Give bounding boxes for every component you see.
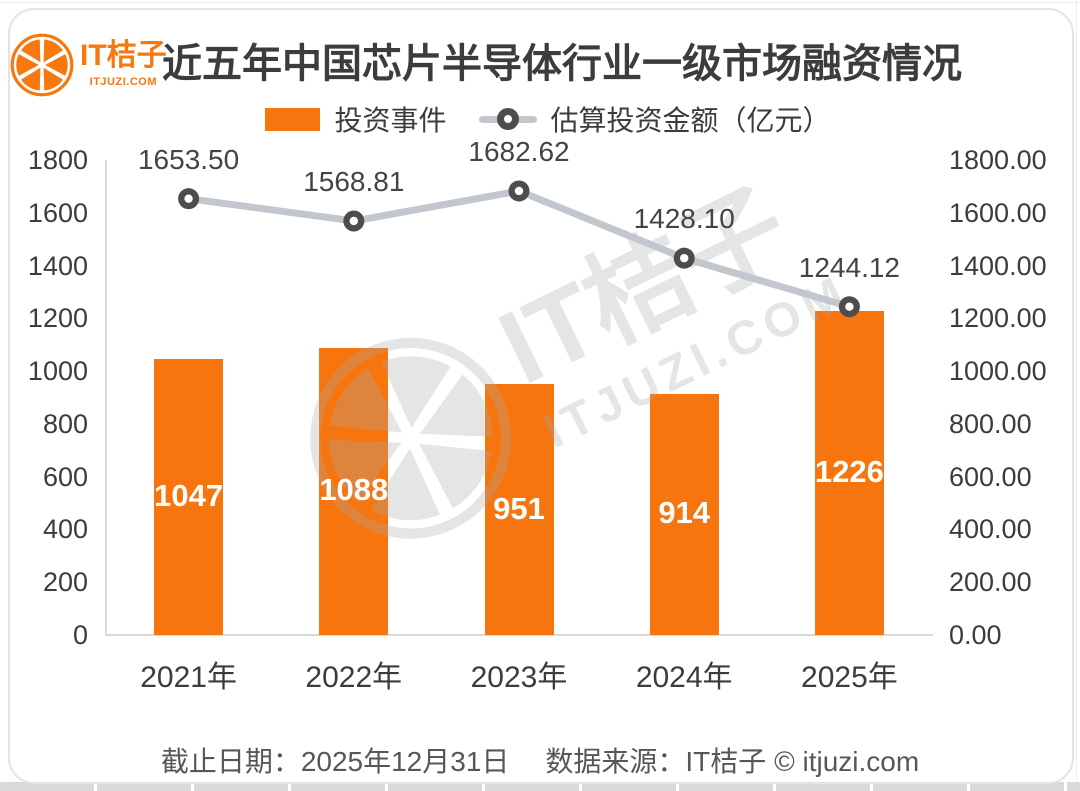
- left-axis-tick: 1000: [27, 356, 88, 387]
- brand-text-block: IT桔子 ITJUZI.COM: [80, 39, 167, 97]
- line-point-label: 1568.81: [303, 166, 405, 197]
- x-axis-category-label: 2025年: [801, 661, 898, 694]
- left-axis-tick: 1600: [27, 197, 88, 228]
- background-grid-hline: [0, 2, 1080, 3]
- bar-value-label: 1088: [319, 472, 389, 508]
- legend-bar-swatch: [265, 107, 321, 131]
- footer-cutoff-date: 截止日期：2025年12月31日: [160, 746, 510, 777]
- bar-value-label: 951: [493, 490, 545, 526]
- bar-2024年: [649, 393, 719, 635]
- bar-2021年: [154, 358, 224, 635]
- legend-line-marker-icon: [478, 115, 537, 123]
- right-axis-tick: 1200.00: [949, 303, 1047, 334]
- left-axis-tick: 600: [42, 461, 88, 492]
- line-point-label: 1244.12: [798, 251, 900, 283]
- right-axis-tick: 200.00: [949, 567, 1032, 598]
- legend-bar-label: 投资事件: [334, 105, 447, 136]
- chart-footer: 截止日期：2025年12月31日 数据来源：IT桔子 © itjuzi.com: [0, 740, 1080, 780]
- line-point-label: 1682.62: [468, 135, 570, 167]
- right-axis-tick: 1000.00: [949, 356, 1047, 387]
- itjuzi-logo: IT桔子 ITJUZI.COM: [10, 33, 167, 97]
- left-axis-tick: 1800: [27, 145, 88, 175]
- left-axis-tick: 400: [42, 514, 88, 545]
- bar-2023年: [484, 384, 554, 635]
- right-axis-tick: 1400.00: [949, 250, 1047, 281]
- brand-name: IT桔子: [80, 39, 167, 72]
- x-axis-category-label: 2022年: [305, 661, 403, 694]
- footer-data-source: 数据来源：IT桔子 © itjuzi.com: [545, 746, 920, 777]
- bar-value-label: 914: [658, 495, 711, 531]
- left-axis-tick: 800: [42, 408, 88, 439]
- x-axis-category-label: 2024年: [635, 661, 733, 694]
- bar-value-label: 1047: [154, 477, 224, 513]
- right-axis-tick: 0.00: [949, 620, 1002, 650]
- right-axis-tick: 800.00: [949, 408, 1032, 439]
- line-point-label: 1428.10: [633, 203, 735, 235]
- left-axis-tick: 1200: [27, 303, 88, 334]
- right-axis-tick: 1800.00: [949, 145, 1047, 175]
- bar-2025年: [814, 311, 884, 635]
- y-axis-line: [105, 160, 107, 636]
- left-axis-tick: 0: [72, 620, 88, 650]
- background-row-strip: [0, 782, 1080, 791]
- right-axis-tick: 600.00: [949, 461, 1032, 492]
- bar-value-label: 1226: [814, 454, 884, 490]
- background-grid-vline: [1076, 0, 1077, 791]
- tangerine-icon: [10, 33, 74, 97]
- bar-2022年: [319, 347, 389, 635]
- page-title: 近五年中国芯片半导体行业一级市场融资情况: [162, 42, 962, 86]
- x-axis-category-label: 2023年: [470, 661, 568, 694]
- line-point-label: 1653.50: [137, 143, 240, 175]
- left-axis-tick: 1400: [27, 250, 88, 281]
- x-axis-category-label: 2021年: [140, 661, 237, 694]
- chart-legend: 投资事件 估算投资金额（亿元）: [16, 99, 1080, 139]
- right-axis-tick: 400.00: [949, 514, 1032, 545]
- left-axis-tick: 200: [42, 567, 88, 598]
- brand-domain: ITJUZI.COM: [89, 76, 157, 88]
- x-axis-line: [105, 634, 933, 636]
- right-axis-tick: 1600.00: [949, 197, 1047, 228]
- legend-line-label: 估算投资金额（亿元）: [550, 105, 831, 136]
